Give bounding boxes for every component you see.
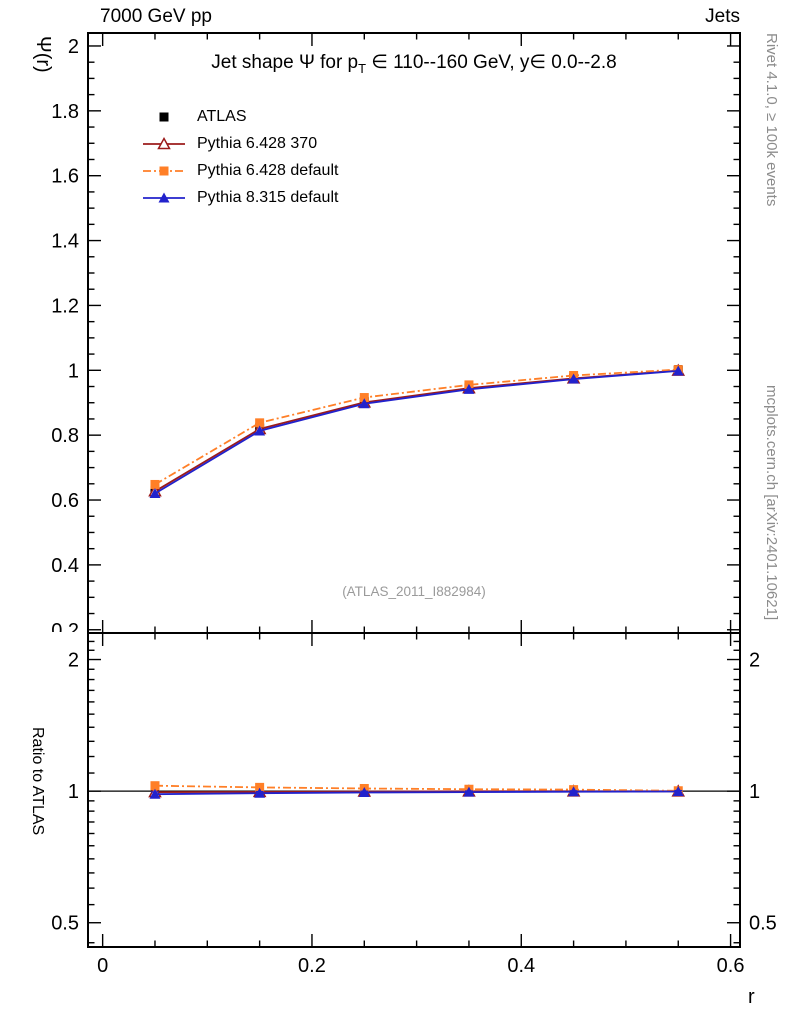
legend-item: ATLAS xyxy=(142,103,338,130)
marker-square xyxy=(255,418,265,428)
analysis-id-watermark: (ATLAS_2011_I882984) xyxy=(342,584,486,599)
legend-sample-icon xyxy=(159,112,169,121)
ratio-tick-label-left: 0.5 xyxy=(51,913,79,935)
series-line xyxy=(154,369,679,493)
marker-triangle-open xyxy=(157,136,171,149)
marker-square xyxy=(150,479,160,489)
y-tick-label: 1.6 xyxy=(51,166,79,188)
y-tick-label: 1.4 xyxy=(51,231,79,253)
marker-square xyxy=(359,393,369,403)
y-tick-label: 1 xyxy=(68,360,79,382)
marker-square xyxy=(255,782,265,792)
marker-square xyxy=(159,112,169,121)
legend-label: ATLAS xyxy=(197,107,247,125)
y-tick-label: 2 xyxy=(68,36,79,58)
marker-triangle xyxy=(358,786,370,797)
marker-triangle xyxy=(568,373,580,384)
marker-triangle xyxy=(672,365,684,376)
x-tick-label: 0 xyxy=(97,955,108,977)
marker-square xyxy=(159,166,169,175)
y-tick-label: 1.2 xyxy=(51,295,79,317)
rivet-version-note: Rivet 4.1.0, ≥ 100k events xyxy=(763,33,780,207)
plot-title: Jet shape Ψ for pT ∈ 110--160 GeV, y∈ 0.… xyxy=(88,51,740,76)
legend-item: Pythia 6.428 370 xyxy=(142,130,338,157)
series-line xyxy=(154,784,679,792)
series-pythia-6-428-370 xyxy=(148,363,686,497)
ratio-y-axis-label: Ratio to ATLAS xyxy=(29,727,46,836)
plot-title-subscript: T xyxy=(358,60,367,76)
marker-triangle xyxy=(672,786,684,797)
marker-triangle xyxy=(158,192,170,202)
ratio-tick-label-right: 1 xyxy=(749,781,760,803)
marker-triangle xyxy=(254,787,266,798)
marker-triangle xyxy=(568,786,580,797)
ratio-tick-label-left: 1 xyxy=(68,781,79,803)
marker-triangle xyxy=(463,383,475,394)
marker-triangle xyxy=(149,488,161,499)
legend-item: Pythia 8.315 default xyxy=(142,184,338,211)
x-axis-label: r xyxy=(748,986,755,1008)
marker-square xyxy=(150,781,160,791)
beam-energy-label: 7000 GeV pp xyxy=(100,6,212,27)
legend-label: Pythia 6.428 default xyxy=(197,161,339,179)
marker-triangle xyxy=(149,788,161,799)
main-y-tick-labels: 0.2 0.4 0.6 0.8 1 1.2 1.4 1.6 1.8 2 xyxy=(51,36,79,642)
axis-ticks xyxy=(88,33,740,947)
y-tick-label: 1.8 xyxy=(51,101,79,123)
series-pythia-8-315-default xyxy=(149,365,684,499)
marker-triangle xyxy=(463,786,475,797)
x-tick-label: 0.4 xyxy=(507,955,535,977)
ratio-panel-frame xyxy=(87,632,741,948)
main-y-axis-label: Ψ(r) xyxy=(32,36,54,73)
series-line xyxy=(154,370,679,495)
x-tick-labels: 0 0.2 0.4 0.6 xyxy=(97,955,744,977)
series-atlas xyxy=(150,365,683,495)
legend-label: Pythia 8.315 default xyxy=(197,188,339,206)
y-tick-label: 0.8 xyxy=(51,425,79,447)
mcplots-reference-note: mcplots.cern.ch [arXiv:2401.10621] xyxy=(763,385,780,621)
ratio-tick-label-left: 2 xyxy=(68,650,79,672)
series-pythia-8-315-default xyxy=(149,786,684,799)
series-line xyxy=(154,790,679,796)
series-line xyxy=(154,368,679,486)
ratio-tick-label-right: 2 xyxy=(749,650,760,672)
ratio-y-tick-labels: 0.5 0.5 1 1 2 2 xyxy=(51,650,777,935)
legend-sample-icon xyxy=(143,136,185,149)
y-tick-label: 0.6 xyxy=(51,490,79,512)
ratio-tick-label-right: 0.5 xyxy=(749,913,777,935)
marker-triangle xyxy=(254,425,266,436)
y-tick-label: 0.4 xyxy=(51,555,79,577)
legend-item: Pythia 6.428 default xyxy=(142,157,338,184)
legend-sample-icon xyxy=(143,166,185,175)
legend-label: Pythia 6.428 370 xyxy=(197,134,318,152)
x-tick-label: 0.6 xyxy=(717,955,745,977)
marker-triangle xyxy=(358,398,370,409)
plot-title-suffix: ∈ 110--160 GeV, y∈ 0.0--2.8 xyxy=(366,52,617,73)
legend: ATLAS Pythia 6.428 370 Pythia 6.428 defaul… xyxy=(142,103,338,211)
plot-title-prefix: Jet shape Ψ for p xyxy=(211,52,359,73)
series-pythia-6-428-default xyxy=(150,365,683,489)
analysis-category-label: Jets xyxy=(705,6,740,27)
y-tick-label: 0.2 xyxy=(51,620,79,642)
legend-sample-icon xyxy=(143,192,185,202)
x-tick-label: 0.2 xyxy=(298,955,326,977)
